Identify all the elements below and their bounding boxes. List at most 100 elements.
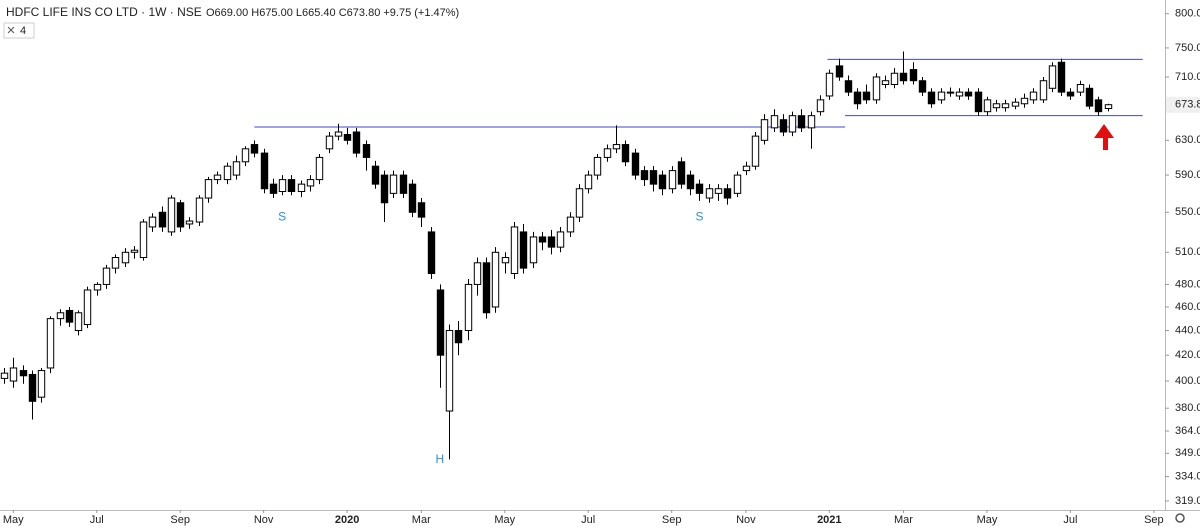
candle-body	[148, 216, 157, 228]
candle-body	[575, 188, 584, 218]
candle-body	[491, 251, 500, 308]
candle-body	[909, 69, 918, 82]
y-tick-label: 380.00	[1175, 402, 1200, 414]
candle-body	[612, 144, 621, 150]
candle-body	[621, 144, 630, 163]
pattern-label: S	[695, 209, 703, 223]
candle-body	[723, 188, 732, 199]
candle-body	[65, 309, 74, 323]
candle-body	[436, 289, 445, 356]
candle-body	[269, 183, 278, 194]
candle-body	[250, 144, 259, 154]
legend-box[interactable]	[3, 22, 35, 39]
candle-body	[130, 249, 139, 253]
y-tick-label: 550.00	[1175, 206, 1200, 218]
x-tick-label: Sep	[170, 514, 190, 526]
settings-icon[interactable]	[1175, 513, 1185, 523]
candle-body	[454, 330, 463, 344]
y-tick-label: 440.00	[1175, 324, 1200, 336]
candle-body	[232, 161, 241, 176]
candle-body	[195, 197, 204, 223]
candle-body	[705, 188, 714, 199]
candle-body	[83, 289, 92, 326]
candle-body	[158, 211, 167, 228]
candle-body	[1048, 65, 1057, 89]
y-tick-label: 460.00	[1175, 301, 1200, 313]
candle-body	[890, 72, 899, 85]
y-tick-label: 400.00	[1175, 375, 1200, 387]
candle-body	[983, 99, 992, 113]
candle-body	[547, 236, 556, 248]
candle-body	[362, 144, 371, 158]
candle-body	[807, 115, 816, 129]
candle-body	[964, 91, 973, 97]
candle-body	[955, 91, 964, 97]
candle-body	[121, 251, 130, 264]
candle-body	[1001, 103, 1010, 109]
x-tick-label: Sep	[1144, 514, 1164, 526]
candle-body	[1066, 91, 1075, 97]
candle-body	[473, 262, 482, 285]
candle-body	[46, 318, 55, 369]
candle-body	[74, 312, 83, 332]
candle-body	[204, 179, 213, 199]
candle-body	[603, 148, 612, 158]
x-tick-label: May	[494, 514, 515, 526]
candle-body	[185, 220, 194, 225]
candle-body	[538, 236, 547, 243]
x-tick-label: Nov	[254, 514, 274, 526]
candle-body	[658, 174, 667, 190]
candle-body	[760, 119, 769, 141]
x-tick-label: Jul	[581, 514, 595, 526]
candle-body	[788, 115, 797, 133]
y-tick-label: 800.00	[1175, 8, 1200, 20]
legend-count: 4	[20, 25, 26, 37]
candle-body	[334, 131, 343, 137]
candle-body	[1104, 104, 1113, 109]
candle-body	[287, 179, 296, 193]
pattern-label: H	[435, 452, 444, 466]
candle-body	[501, 257, 510, 264]
candle-body	[464, 283, 473, 332]
legend-icon	[7, 26, 15, 34]
candle-body	[566, 216, 575, 233]
x-tick-label: 2020	[335, 514, 359, 526]
candle-body	[389, 174, 398, 194]
candle-body	[343, 133, 352, 141]
candle-body	[510, 226, 519, 275]
candle-body	[445, 330, 454, 412]
candle-body	[56, 312, 65, 320]
x-tick-label: Nov	[736, 514, 756, 526]
candle-body	[213, 174, 222, 181]
candle-body	[380, 174, 389, 204]
candle-body	[695, 183, 704, 194]
candle-body	[770, 115, 779, 129]
x-tick-label: Mar	[894, 514, 913, 526]
candle-body	[937, 91, 946, 101]
y-tick-label: 710.00	[1175, 71, 1200, 83]
candle-body	[176, 202, 185, 228]
candle-body	[399, 174, 408, 194]
candle-body	[733, 174, 742, 194]
candle-body	[37, 370, 46, 398]
candle-body	[872, 76, 881, 101]
candle-body	[668, 170, 677, 190]
candle-body	[325, 135, 334, 150]
header-bg	[0, 4, 560, 22]
candle-body	[640, 170, 649, 181]
candle-body	[1039, 80, 1048, 101]
candle-body	[278, 179, 287, 193]
candle-body	[974, 91, 983, 113]
candle-body	[167, 197, 176, 233]
y-tick-label: 420.00	[1175, 349, 1200, 361]
last-price-box	[1166, 96, 1200, 113]
candle-body	[1020, 97, 1029, 105]
candle-body	[102, 267, 111, 285]
x-tick-label: Mar	[412, 514, 431, 526]
candle-body	[899, 72, 908, 82]
ohlc-readout: O669.00 H675.00 L665.40 C673.80 +9.75 (+…	[206, 7, 459, 19]
candle-body	[797, 115, 806, 129]
candle-body	[371, 165, 380, 185]
